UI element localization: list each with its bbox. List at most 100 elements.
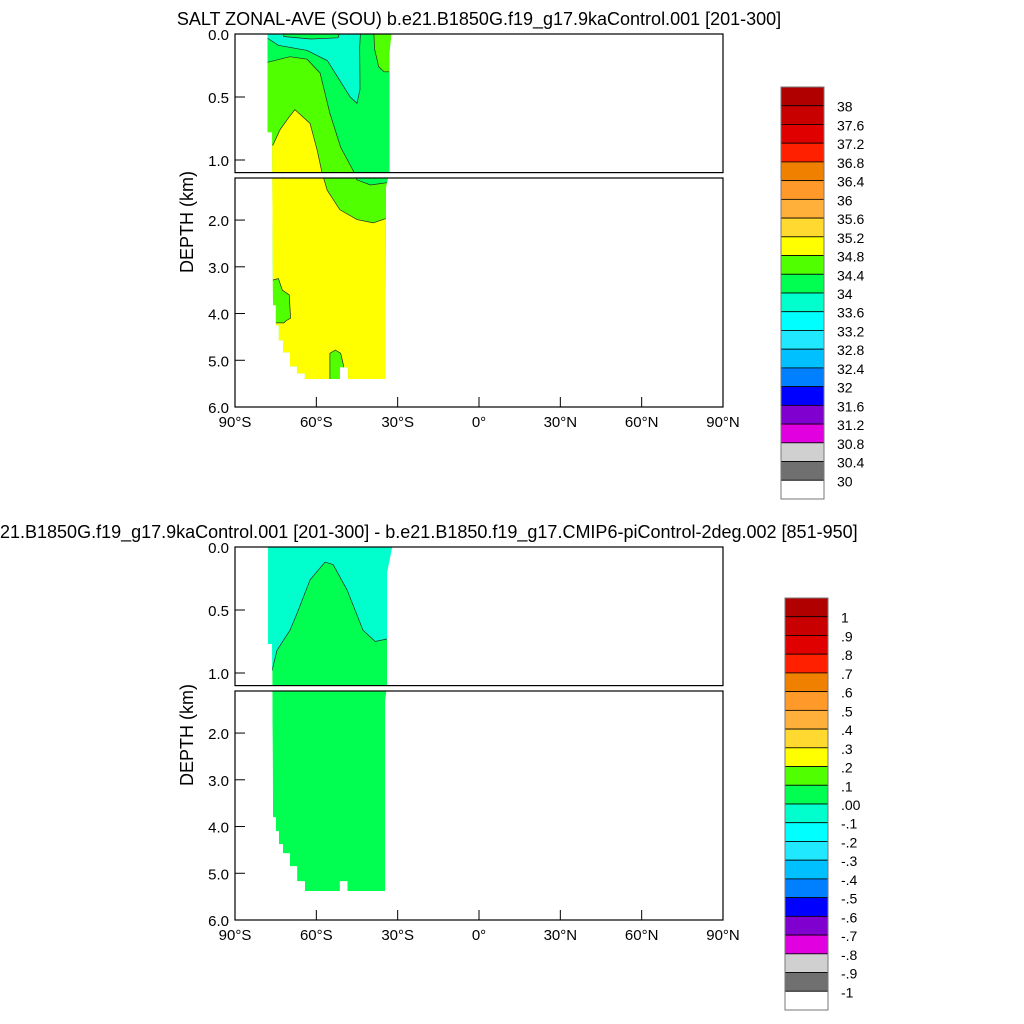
colorbar-box — [780, 423, 825, 444]
colorbar-box — [784, 934, 829, 955]
colorbar-box — [784, 915, 829, 936]
colorbar-label: 37.2 — [837, 136, 864, 152]
colorbar-box — [784, 635, 829, 655]
y-tick-label: 1.0 — [208, 666, 229, 683]
colorbar-label: 32.4 — [837, 361, 864, 377]
colorbar-box — [784, 616, 829, 636]
colorbar-box — [780, 236, 825, 256]
colorbar-box — [784, 972, 829, 992]
y-tick-label: 6.0 — [208, 400, 229, 417]
colorbar-box — [780, 311, 825, 331]
y-tick-label: 2.0 — [208, 726, 229, 743]
colorbar-label: -1 — [841, 984, 854, 1000]
upper-panel-frame — [234, 546, 724, 687]
colorbar-label: .9 — [841, 628, 853, 644]
colorbar-box — [784, 747, 829, 767]
x-tick-label: 90°N — [706, 927, 740, 944]
colorbar-label: 30 — [837, 473, 853, 489]
x-tick-label: 0° — [472, 414, 486, 431]
colorbar-label: -.7 — [841, 928, 858, 944]
colorbar-label: 33.2 — [837, 323, 864, 339]
colorbar-box — [784, 841, 829, 861]
y-tick-label: 5.0 — [208, 866, 229, 883]
colorbar-frame — [780, 86, 825, 500]
colorbar-box — [780, 86, 825, 107]
x-tick-label: 30°S — [381, 414, 414, 431]
colorbar-label: .3 — [841, 741, 853, 757]
colorbar-label: 30.4 — [837, 455, 864, 471]
colorbar-box — [780, 292, 825, 313]
ocean-field — [267, 34, 392, 379]
colorbar-box — [784, 766, 829, 786]
colorbar-label: .8 — [841, 647, 853, 663]
y-tick-label: 0.5 — [208, 603, 229, 620]
colorbar-label: 38 — [837, 99, 853, 115]
contour-fill-33.6-34 — [267, 34, 362, 104]
colorbar-label: 34 — [837, 286, 853, 302]
colorbar-label: -.6 — [841, 909, 858, 925]
colorbar-label: 34.8 — [837, 249, 864, 265]
x-tick-label: 30°N — [544, 927, 578, 944]
colorbar-label: .7 — [841, 666, 853, 682]
colorbar-box — [784, 691, 829, 711]
colorbar-box — [784, 653, 829, 674]
contour-fill--.1-.00 — [268, 547, 393, 671]
contour-fill-34.4-34.8 — [329, 349, 344, 379]
colorbar-box — [784, 897, 829, 917]
colorbar-box — [780, 386, 825, 406]
colorbar-box — [784, 709, 829, 730]
colorbar-box — [780, 124, 825, 144]
colorbar-label: -.3 — [841, 853, 858, 869]
colorbar-box — [784, 859, 829, 880]
contour-fill-.00-.1 — [268, 547, 393, 891]
y-tick-label: 3.0 — [208, 773, 229, 790]
colorbar-label: .00 — [841, 797, 861, 813]
y-tick-label: 4.0 — [208, 307, 229, 324]
colorbar-label: 30.8 — [837, 436, 864, 452]
colorbar-box — [784, 822, 829, 842]
colorbar-label: -.5 — [841, 891, 858, 907]
x-tick-label: 30°S — [381, 927, 414, 944]
colorbar-label: -.1 — [841, 816, 858, 832]
colorbar-frame — [784, 597, 829, 1011]
colorbar-label: 32.8 — [837, 342, 864, 358]
x-tick-label: 90°N — [706, 414, 740, 431]
colorbar-box — [780, 217, 825, 238]
colorbar-label: 35.6 — [837, 211, 864, 227]
x-tick-label: 30°N — [544, 414, 578, 431]
colorbar-box — [784, 672, 829, 693]
colorbar-label: .1 — [841, 778, 853, 794]
colorbar-label: 33.6 — [837, 305, 864, 321]
colorbar-label: .4 — [841, 722, 853, 738]
colorbar-box — [780, 479, 825, 500]
colorbar-box — [784, 953, 829, 973]
y-axis-label: DEPTH (km) — [177, 684, 197, 786]
colorbar-label: 32 — [837, 380, 853, 396]
colorbar-label: .6 — [841, 685, 853, 701]
colorbar-label: 34.4 — [837, 267, 864, 283]
colorbar-label: .2 — [841, 760, 853, 776]
plot-1 — [267, 34, 392, 379]
colorbar-box — [780, 198, 825, 219]
x-tick-label: 90°S — [219, 927, 252, 944]
y-axis-label: DEPTH (km) — [177, 171, 197, 273]
colorbar-box — [780, 330, 825, 350]
y-tick-label: 4.0 — [208, 820, 229, 837]
plot-title: SALT ZONAL-AVE (SOU) b.e21.B1850G.f19_g1… — [177, 9, 781, 30]
colorbar-label: 37.6 — [837, 117, 864, 133]
colorbar-box — [784, 728, 829, 749]
colorbar-box — [784, 990, 829, 1011]
colorbar-box — [780, 255, 825, 275]
colorbar-2: 1 .9 .8 .7 .6 .5 .4 .3 .2 .1 .00 -.1 -.2 -.3 -.4 -.5 -.6… — [784, 597, 861, 1011]
colorbar-box — [780, 461, 825, 481]
plot-2 — [268, 547, 393, 891]
colorbar-box — [780, 105, 825, 125]
x-tick-label: 60°N — [625, 927, 659, 944]
colorbar-label: 35.2 — [837, 230, 864, 246]
colorbar-box — [780, 180, 825, 200]
y-tick-label: 6.0 — [208, 913, 229, 930]
y-tick-label: 5.0 — [208, 353, 229, 370]
colorbar-box — [780, 348, 825, 369]
contour-fill-34.8-35.2 — [267, 109, 392, 379]
